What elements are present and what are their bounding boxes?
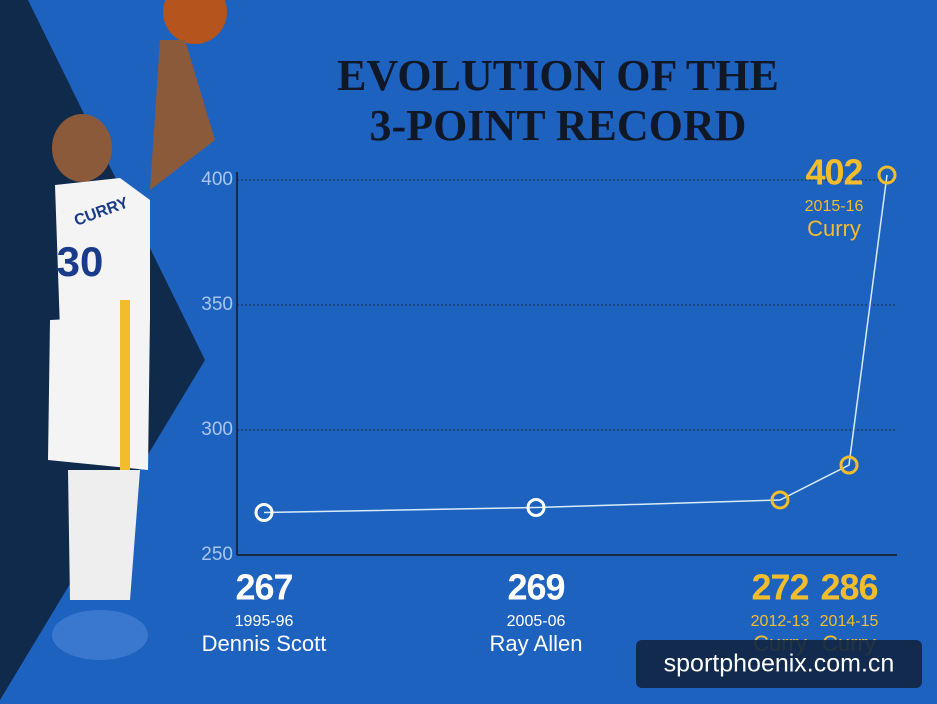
y-tick-label: 300	[201, 419, 233, 440]
watermark: sportphoenix.com.cn	[664, 650, 895, 678]
y-tick-label: 250	[201, 544, 233, 565]
season-label: 2012-13	[751, 613, 810, 630]
ball	[163, 0, 227, 44]
shoes	[52, 610, 148, 660]
value-label: 267	[235, 567, 292, 608]
jersey	[55, 178, 150, 330]
y-tick-label: 350	[201, 294, 233, 315]
y-tick-label: 400	[201, 169, 233, 190]
value-label: 269	[507, 567, 564, 608]
record-line	[263, 174, 888, 514]
player-label: Ray Allen	[490, 631, 583, 656]
value-label: 286	[820, 567, 877, 608]
value-label: 402	[805, 152, 862, 193]
watermark-box	[636, 640, 922, 688]
chart-title: 3-POINT RECORD	[370, 101, 747, 150]
season-label: 2015-16	[805, 198, 864, 215]
point	[770, 490, 790, 510]
chart-title: EVOLUTION OF THE	[337, 51, 779, 100]
head	[52, 114, 112, 182]
shorts	[48, 315, 150, 470]
player-label: Curry	[807, 216, 861, 241]
point	[839, 455, 859, 475]
arms	[150, 40, 215, 190]
point	[877, 165, 897, 185]
point	[254, 503, 274, 522]
player-photo: CURRY 30	[48, 0, 227, 660]
player-label: Dennis Scott	[202, 631, 327, 656]
season-label: 2005-06	[507, 613, 566, 630]
jersey-number: 30	[57, 238, 104, 285]
legs	[68, 470, 140, 600]
season-label: 1995-96	[235, 613, 294, 630]
value-label: 272	[751, 567, 808, 608]
season-label: 2014-15	[820, 613, 879, 630]
stripe	[120, 300, 130, 470]
point	[526, 498, 546, 517]
